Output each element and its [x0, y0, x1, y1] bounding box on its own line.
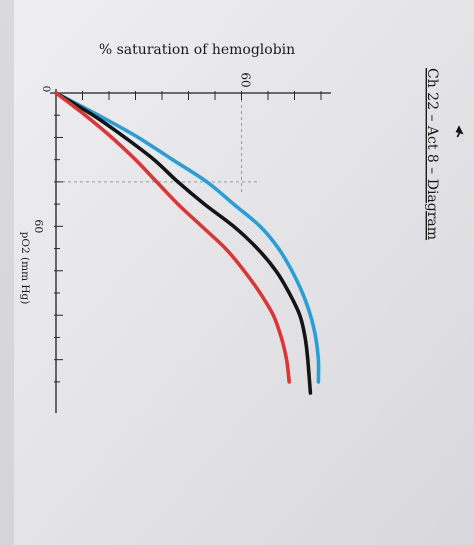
cursor-icon	[455, 125, 464, 138]
x-axis-label: pO2 (mm Hg)	[19, 232, 31, 305]
ticks	[54, 91, 322, 383]
axes	[50, 89, 331, 413]
curve-blue	[54, 91, 321, 384]
x-tick-label: 0	[40, 86, 52, 93]
page-title: Ch 22 – Act 8 – Diagram	[424, 68, 440, 240]
curve-red	[54, 91, 291, 384]
y-axis-label: % saturation of hemoglobin	[99, 42, 295, 58]
left-shadow	[0, 0, 14, 545]
tick-labels: 0 60 60	[32, 72, 253, 233]
guide-lines	[56, 93, 258, 193]
curves	[54, 91, 321, 395]
y-tick-label: 60	[239, 72, 253, 87]
x-tick-label: 60	[32, 219, 45, 233]
curve-black	[54, 91, 313, 395]
